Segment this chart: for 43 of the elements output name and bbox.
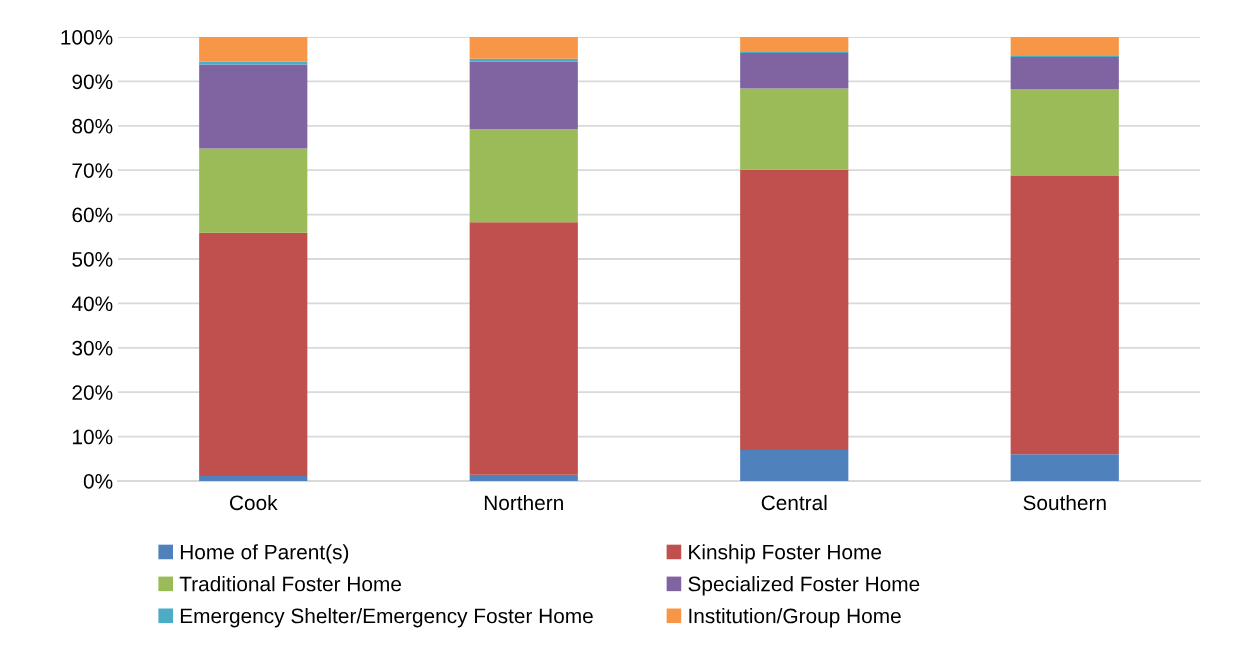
bar	[469, 61, 578, 130]
y-tick-label: 50%	[72, 252, 113, 267]
y-tick-label: 0%	[83, 474, 113, 489]
bar	[199, 64, 308, 149]
legend-label: Specialized Foster Home	[688, 576, 920, 596]
bar	[469, 474, 578, 481]
x-tick-label: Cook	[229, 494, 278, 511]
bar	[199, 476, 308, 481]
bar	[1010, 56, 1119, 89]
bar	[740, 37, 849, 53]
y-tick-label: 90%	[72, 74, 113, 90]
legend-label: Traditional Foster Home	[179, 576, 401, 592]
x-tick-label: Central	[761, 494, 827, 511]
bar	[469, 58, 578, 62]
y-tick-label: 60%	[72, 207, 113, 223]
x-tick-label: Northern	[484, 494, 563, 511]
bar	[199, 148, 308, 233]
bar	[1010, 454, 1119, 481]
bar	[1010, 88, 1119, 176]
bar	[740, 88, 849, 170]
bar	[199, 37, 308, 62]
y-tick-label: 10%	[73, 429, 113, 445]
bar	[740, 449, 849, 481]
y-tick-label: 70%	[72, 163, 113, 178]
legend-label: Kinship Foster Home	[689, 544, 882, 564]
legend-label: Institution/Group Home	[689, 607, 901, 628]
y-tick-label: 100%	[61, 30, 113, 45]
bar	[469, 222, 578, 475]
y-tick-label: 30%	[72, 340, 113, 356]
legend-label: Home of Parent(s)	[180, 544, 349, 564]
bar	[740, 169, 849, 450]
bar	[199, 61, 308, 65]
y-tick-label: 80%	[72, 118, 113, 134]
bar	[1010, 37, 1119, 56]
legend-label: Emergency Shelter/Emergency Foster Home	[180, 607, 593, 628]
bar	[740, 52, 849, 89]
bar	[1010, 175, 1119, 455]
bar	[199, 232, 308, 477]
y-tick-label: 40%	[71, 296, 113, 312]
x-tick-label: Southern	[1023, 494, 1106, 511]
y-tick-label: 20%	[72, 385, 113, 400]
bar	[469, 129, 578, 223]
bar	[469, 37, 578, 59]
